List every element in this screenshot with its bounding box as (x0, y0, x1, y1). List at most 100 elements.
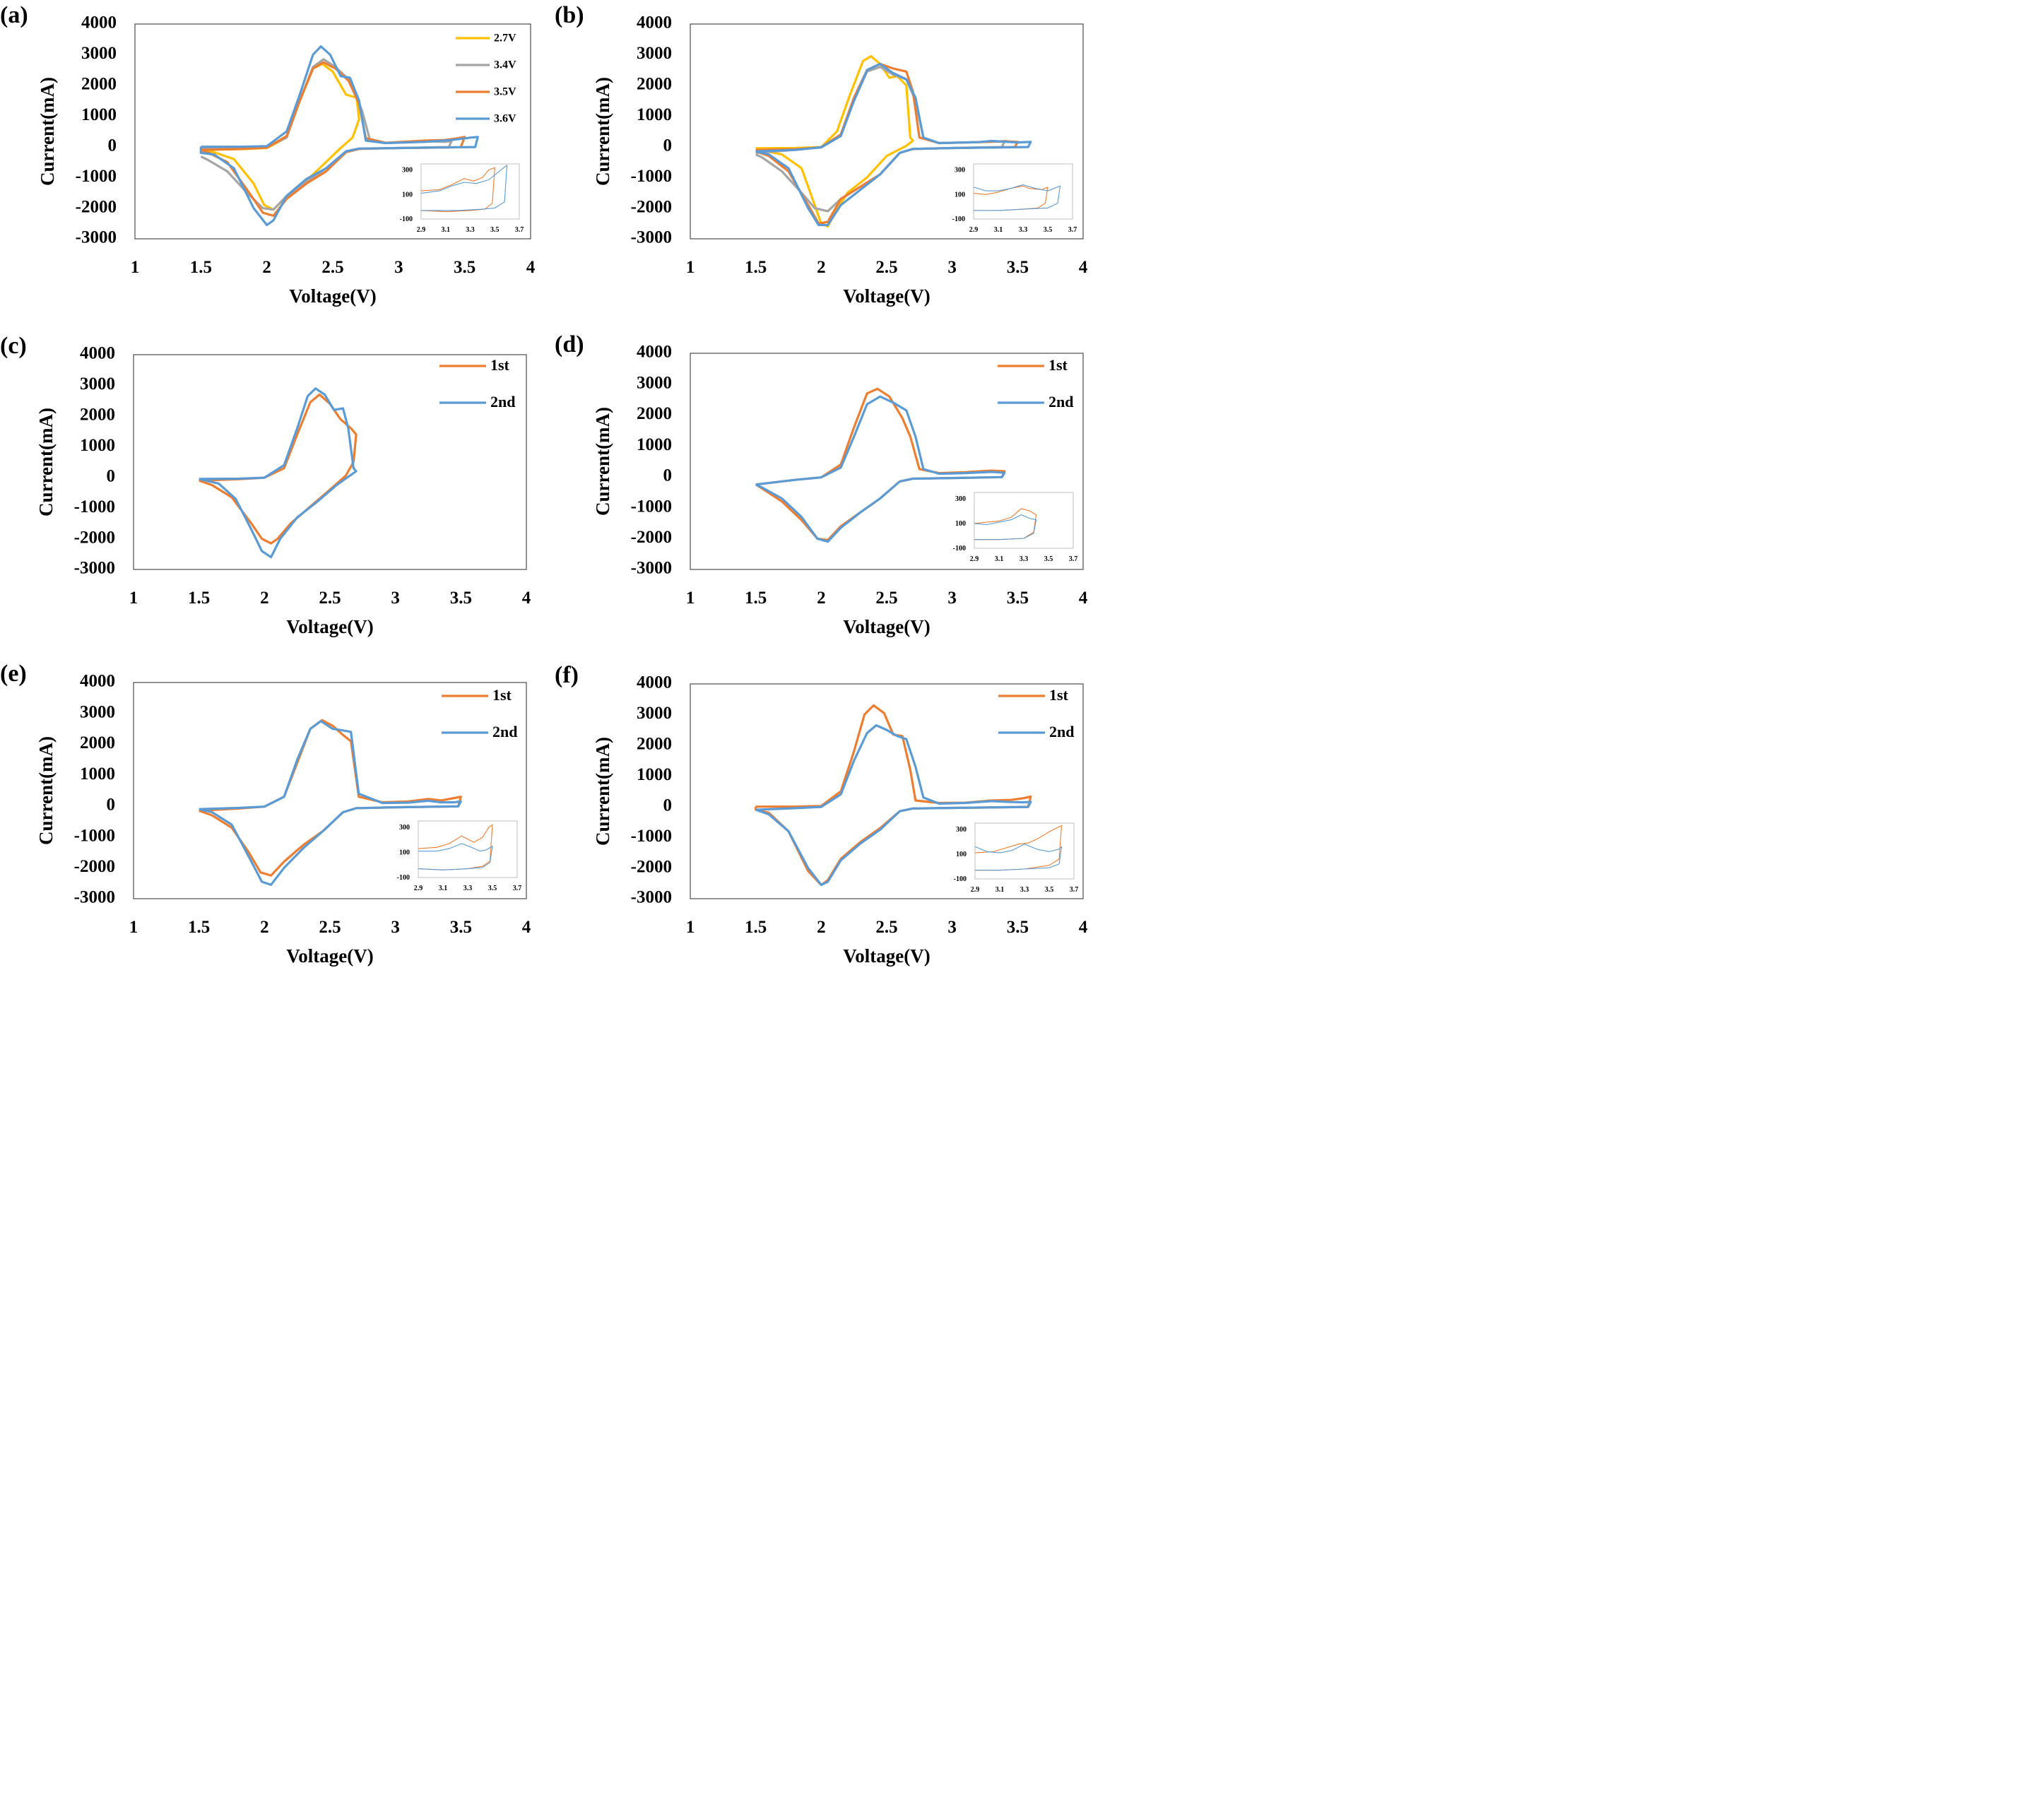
inset-y-tick-label: 300 (402, 167, 413, 175)
y-tick-label: 4000 (81, 13, 117, 32)
inset-x-tick-label: 3.5 (1045, 886, 1054, 894)
series-line-2nd (199, 387, 358, 559)
legend-label: 2nd (490, 393, 515, 410)
inset-series-line-2 (974, 514, 1037, 540)
inset-x-tick-label: 3.3 (1019, 226, 1028, 234)
y-tick-label: -3000 (631, 559, 672, 578)
inset-x-tick-label: 3.1 (442, 226, 451, 234)
x-tick-label: 4 (1079, 589, 1088, 608)
plot-area (133, 682, 527, 899)
y-tick-label: -3000 (631, 228, 672, 247)
y-tick-label: 1000 (80, 764, 115, 784)
y-tick-label: 2000 (80, 406, 115, 425)
x-tick-label: 2 (817, 258, 826, 277)
chart-panel-d: (d) 4000 3000 2000 1000 0 -1000 -2000 -3000 1 1.5 2… (555, 331, 1088, 637)
y-axis-title: Current(mA) (592, 77, 613, 186)
panel-label: (c) (0, 333, 27, 359)
series-line-curve-1 (755, 55, 914, 228)
legend-label: 1st (490, 356, 510, 374)
inset-series-line-1 (420, 167, 495, 213)
x-tick-label: 2.5 (319, 918, 341, 937)
y-axis-title: Current(mA) (37, 77, 58, 186)
inset-plot-area (974, 822, 1075, 880)
legend-label: 3.5V (494, 86, 516, 98)
x-tick-label: 3 (947, 258, 957, 277)
chart-panel-a: (a) 4000 3000 2000 1000 0 -1000 -2000 -3000 1 1.5 2… (0, 2, 536, 307)
series-line-2nd (755, 395, 1006, 543)
x-tick-label: 1.5 (745, 918, 767, 937)
x-axis-title: Voltage(V) (289, 285, 376, 307)
x-tick-label: 2.5 (875, 258, 897, 277)
x-tick-label: 4 (1079, 258, 1088, 277)
y-tick-label: 2000 (637, 404, 672, 423)
y-tick-label: -2000 (631, 857, 672, 876)
inset-x-tick-label: 3.5 (1044, 555, 1053, 563)
x-tick-label: 1.5 (745, 258, 767, 277)
inset-y-tick-label: 100 (955, 191, 965, 199)
x-tick-label: 2.5 (875, 918, 897, 937)
y-tick-label: 2000 (81, 75, 117, 94)
chart-panel-b: (b) 4000 3000 2000 1000 0 -1000 -2000 -3000 1 1.5 2… (555, 2, 1088, 307)
legend-label: 2.7V (494, 32, 516, 45)
inset-y-tick-label: 100 (955, 520, 966, 528)
panel-label: (a) (0, 2, 28, 28)
y-tick-label: 4000 (637, 13, 672, 32)
x-tick-label: 3.5 (1007, 589, 1029, 608)
y-axis-title: Current(mA) (35, 408, 57, 516)
y-axis-title: Current(mA) (592, 407, 613, 516)
y-tick-label: 1000 (637, 105, 672, 124)
inset-x-tick-label: 3.3 (466, 226, 475, 234)
y-tick-label: 2000 (637, 735, 672, 754)
y-tick-label: -1000 (631, 827, 672, 846)
x-tick-label: 1.5 (188, 589, 210, 608)
inset-chart: 300 100 -100 2.9 3.1 3.3 3.5 3.7 (954, 822, 1079, 894)
y-axis-title: Current(mA) (592, 737, 613, 846)
x-tick-label: 4 (522, 918, 531, 937)
y-tick-label: 2000 (80, 733, 115, 752)
legend-label: 1st (1048, 356, 1068, 374)
inset-chart: 300 100 -100 2.9 3.1 3.3 3.5 3.7 (952, 163, 1077, 234)
x-axis-title: Voltage(V) (286, 945, 373, 967)
panel-label: (f) (555, 662, 579, 688)
inset-x-tick-label: 3.5 (1044, 226, 1053, 234)
x-axis-title: Voltage(V) (843, 945, 930, 967)
y-tick-label: 3000 (81, 44, 117, 63)
inset-x-tick-label: 3.3 (1020, 886, 1029, 894)
y-tick-label: 1000 (637, 765, 672, 784)
y-axis-title: Current(mA) (35, 736, 57, 845)
x-tick-label: 2 (260, 589, 269, 608)
x-tick-label: 4 (526, 258, 536, 277)
inset-x-tick-label: 3.7 (1069, 555, 1078, 563)
y-tick-label: -1000 (631, 167, 672, 186)
series-line-curve-4 (755, 62, 1032, 227)
inset-x-tick-label: 3.7 (1070, 886, 1079, 894)
series-line-3.4V (200, 58, 453, 211)
y-tick-label: 1000 (80, 436, 115, 455)
panel-label: (e) (0, 661, 27, 687)
x-tick-label: 3.5 (1007, 918, 1029, 937)
y-tick-label: -1000 (74, 497, 115, 516)
y-tick-label: -2000 (74, 528, 115, 547)
inset-x-tick-label: 3.7 (513, 885, 522, 892)
x-tick-label: 1 (129, 918, 138, 937)
x-tick-label: 3.5 (1007, 258, 1029, 277)
x-tick-label: 2 (817, 589, 826, 608)
x-tick-label: 2.5 (319, 589, 341, 608)
chart-panel-f: (f) 4000 3000 2000 1000 0 -1000 -2000 -3000 1 1.5 2… (555, 662, 1088, 967)
chart-panel-c: (c) 4000 3000 2000 1000 0 -1000 -2000 -3000 1 1.5 2… (0, 333, 531, 637)
y-tick-label: 4000 (637, 673, 672, 692)
y-tick-label: 3000 (80, 374, 115, 394)
x-axis-title: Voltage(V) (843, 285, 930, 307)
x-tick-label: 2 (260, 918, 269, 937)
x-tick-label: 3.5 (450, 589, 472, 608)
series-line-curve-2 (755, 66, 1006, 213)
legend-label: 2nd (492, 723, 517, 740)
inset-x-tick-label: 3.1 (994, 226, 1003, 234)
y-tick-label: 4000 (637, 343, 672, 362)
y-tick-label: 1000 (637, 435, 672, 454)
series-line-2nd (199, 720, 462, 886)
inset-x-tick-label: 3.7 (1068, 226, 1077, 234)
x-tick-label: 1.5 (745, 589, 767, 608)
y-tick-label: -2000 (631, 528, 672, 547)
panel-label: (b) (555, 2, 584, 28)
